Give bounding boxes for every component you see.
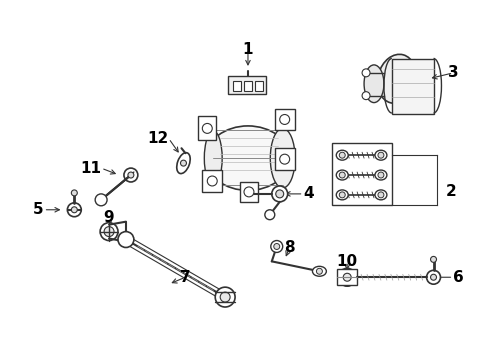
Circle shape: [339, 172, 345, 178]
Circle shape: [215, 287, 235, 307]
Text: 2: 2: [445, 184, 455, 199]
Text: 12: 12: [147, 131, 168, 146]
Bar: [244, 81, 251, 91]
Circle shape: [220, 292, 230, 302]
Circle shape: [279, 154, 289, 164]
Circle shape: [339, 192, 345, 198]
Circle shape: [118, 231, 134, 247]
Circle shape: [338, 268, 355, 286]
Circle shape: [377, 152, 383, 158]
Bar: [391, 59, 433, 113]
Circle shape: [343, 273, 350, 281]
Bar: [228, 76, 265, 94]
Circle shape: [67, 203, 81, 217]
Ellipse shape: [336, 170, 347, 180]
Bar: [233, 81, 241, 91]
Bar: [198, 116, 216, 140]
Text: 11: 11: [80, 161, 101, 176]
Text: 5: 5: [33, 202, 43, 217]
Circle shape: [279, 114, 289, 125]
Circle shape: [377, 192, 383, 198]
Circle shape: [273, 243, 279, 249]
Circle shape: [71, 207, 77, 213]
Bar: [202, 170, 222, 192]
Ellipse shape: [374, 190, 386, 200]
Circle shape: [128, 172, 134, 178]
Circle shape: [100, 223, 118, 240]
Circle shape: [429, 256, 436, 262]
Bar: [332, 143, 391, 205]
Ellipse shape: [377, 54, 415, 103]
Circle shape: [426, 270, 440, 284]
Circle shape: [244, 187, 253, 197]
Text: 7: 7: [180, 270, 190, 285]
Circle shape: [123, 168, 138, 182]
Circle shape: [271, 186, 287, 202]
Circle shape: [275, 190, 283, 198]
Bar: [274, 109, 294, 130]
Bar: [240, 182, 257, 202]
Bar: [274, 148, 294, 170]
Circle shape: [316, 268, 322, 274]
Circle shape: [377, 172, 383, 178]
Text: 4: 4: [303, 186, 313, 201]
Ellipse shape: [270, 129, 294, 188]
Circle shape: [361, 92, 369, 100]
Circle shape: [180, 160, 186, 166]
Text: 9: 9: [103, 210, 114, 225]
Circle shape: [270, 240, 282, 252]
Circle shape: [339, 152, 345, 158]
Circle shape: [429, 274, 436, 280]
Circle shape: [207, 176, 217, 186]
Text: 10: 10: [336, 254, 357, 269]
Ellipse shape: [364, 65, 383, 103]
Ellipse shape: [205, 126, 289, 190]
Circle shape: [361, 69, 369, 77]
Text: 8: 8: [284, 240, 294, 255]
Bar: [254, 81, 263, 91]
Bar: [337, 269, 356, 285]
Ellipse shape: [336, 190, 347, 200]
Text: 1: 1: [242, 41, 253, 57]
Ellipse shape: [204, 131, 222, 185]
Circle shape: [95, 194, 107, 206]
Text: 3: 3: [447, 65, 458, 80]
Ellipse shape: [176, 153, 190, 174]
Circle shape: [71, 190, 77, 196]
Ellipse shape: [336, 150, 347, 160]
Ellipse shape: [312, 266, 325, 276]
Text: 6: 6: [452, 270, 463, 285]
Circle shape: [104, 227, 114, 237]
Circle shape: [264, 210, 274, 220]
Ellipse shape: [374, 150, 386, 160]
Circle shape: [202, 123, 212, 133]
Ellipse shape: [374, 170, 386, 180]
